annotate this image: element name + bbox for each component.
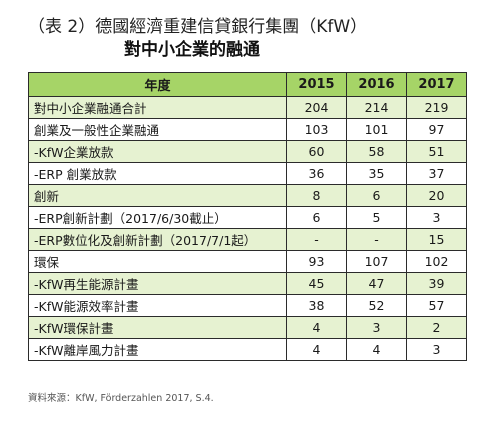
table-row: 創業及一般性企業融通 103 101 97 (28, 118, 467, 141)
table-row: -KfW離岸風力計畫 4 4 3 (28, 338, 467, 361)
table-row: 創新 8 6 20 (28, 184, 467, 207)
row-label: -KfW環保計畫 (28, 316, 287, 339)
cell-2017: 51 (406, 140, 467, 163)
cell-2017: 219 (406, 96, 467, 119)
table-row: -ERP創新計劃（2017/6/30截止） 6 5 3 (28, 206, 467, 229)
cell-2017: 97 (406, 118, 467, 141)
cell-2015: 6 (286, 206, 347, 229)
cell-2017: 3 (406, 338, 467, 361)
table-header-row: 年度 2015 2016 2017 (28, 72, 467, 97)
cell-2016: 4 (346, 338, 407, 361)
row-label: -ERP數位化及創新計劃（2017/7/1起） (28, 228, 287, 251)
cell-2017: 3 (406, 206, 467, 229)
cell-2015: 60 (286, 140, 347, 163)
header-2017: 2017 (406, 72, 467, 97)
table-row: -ERP數位化及創新計劃（2017/7/1起） - - 15 (28, 228, 467, 251)
cell-2015: 103 (286, 118, 347, 141)
row-label: -ERP創新計劃（2017/6/30截止） (28, 206, 287, 229)
cell-2015: 4 (286, 338, 347, 361)
cell-2016: 52 (346, 294, 407, 317)
cell-2016: 107 (346, 250, 407, 273)
cell-2015: 4 (286, 316, 347, 339)
cell-2016: 101 (346, 118, 407, 141)
cell-2016: 214 (346, 96, 407, 119)
header-year-label: 年度 (28, 72, 287, 97)
cell-2015: - (286, 228, 347, 251)
cell-2015: 8 (286, 184, 347, 207)
row-label: 對中小企業融通合計 (28, 96, 287, 119)
cell-2017: 39 (406, 272, 467, 295)
cell-2016: - (346, 228, 407, 251)
row-label: -KfW能源效率計畫 (28, 294, 287, 317)
cell-2015: 36 (286, 162, 347, 185)
cell-2015: 38 (286, 294, 347, 317)
table-title: （表 2）德國經濟重建信貸銀行集團（KfW） 對中小企業的融通 (28, 16, 468, 61)
title-line-2: 對中小企業的融通 (124, 40, 260, 60)
cell-2017: 37 (406, 162, 467, 185)
cell-2015: 93 (286, 250, 347, 273)
table-row: -ERP 創業放款 36 35 37 (28, 162, 467, 185)
row-label: 創新 (28, 184, 287, 207)
row-label: 創業及一般性企業融通 (28, 118, 287, 141)
cell-2017: 20 (406, 184, 467, 207)
financing-table: 年度 2015 2016 2017 對中小企業融通合計 204 214 219 … (28, 72, 467, 361)
cell-2016: 6 (346, 184, 407, 207)
table-row: 環保 93 107 102 (28, 250, 467, 273)
cell-2015: 45 (286, 272, 347, 295)
cell-2016: 58 (346, 140, 407, 163)
row-label: -KfW再生能源計畫 (28, 272, 287, 295)
table-row: -KfW能源效率計畫 38 52 57 (28, 294, 467, 317)
header-2016: 2016 (346, 72, 407, 97)
row-label: 環保 (28, 250, 287, 273)
cell-2016: 47 (346, 272, 407, 295)
table-row: -KfW再生能源計畫 45 47 39 (28, 272, 467, 295)
table-row: -KfW環保計畫 4 3 2 (28, 316, 467, 339)
cell-2017: 15 (406, 228, 467, 251)
source-note: 資料來源：KfW, Förderzahlen 2017, S.4. (28, 393, 214, 404)
row-label: -ERP 創業放款 (28, 162, 287, 185)
row-label: -KfW企業放款 (28, 140, 287, 163)
cell-2016: 35 (346, 162, 407, 185)
cell-2017: 57 (406, 294, 467, 317)
table-row: 對中小企業融通合計 204 214 219 (28, 96, 467, 119)
cell-2017: 2 (406, 316, 467, 339)
cell-2016: 5 (346, 206, 407, 229)
table-row: -KfW企業放款 60 58 51 (28, 140, 467, 163)
cell-2015: 204 (286, 96, 347, 119)
cell-2016: 3 (346, 316, 407, 339)
row-label: -KfW離岸風力計畫 (28, 338, 287, 361)
cell-2017: 102 (406, 250, 467, 273)
header-2015: 2015 (286, 72, 347, 97)
title-line-1: （表 2）德國經濟重建信貸銀行集團（KfW） (28, 17, 368, 37)
